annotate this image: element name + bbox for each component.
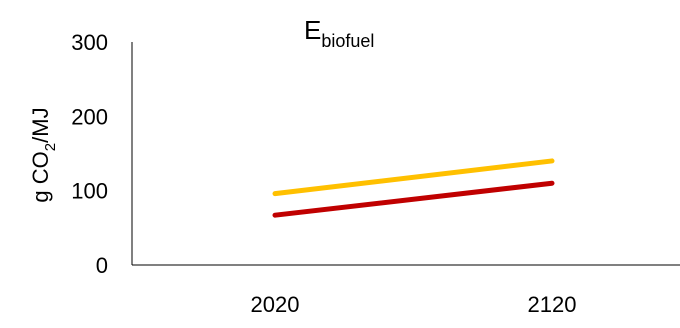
y-tick-label: 100	[71, 179, 108, 204]
chart-title-subscript: biofuel	[321, 31, 374, 51]
x-tick-label: 2120	[528, 292, 577, 317]
y-axis-label: g CO2/MJ	[28, 107, 59, 202]
y-tick-label: 300	[71, 30, 108, 55]
chart-title: Ebiofuel	[304, 15, 374, 51]
y-tick-label: 200	[71, 104, 108, 129]
x-tick-label: 2020	[251, 292, 300, 317]
y-tick-labels: 0 100 200 300	[71, 30, 108, 278]
x-tick-labels: 2020 2120	[251, 292, 577, 317]
y-axis-label-main: g CO	[28, 151, 53, 202]
chart-title-main: E	[304, 15, 321, 45]
series-line-1	[272, 158, 555, 197]
series-line-2	[272, 180, 555, 218]
series-lines	[272, 158, 555, 218]
y-tick-label: 0	[96, 253, 108, 278]
y-axis-label-unit: /MJ	[28, 107, 53, 142]
y-axis-label-subscript: 2	[42, 143, 59, 151]
